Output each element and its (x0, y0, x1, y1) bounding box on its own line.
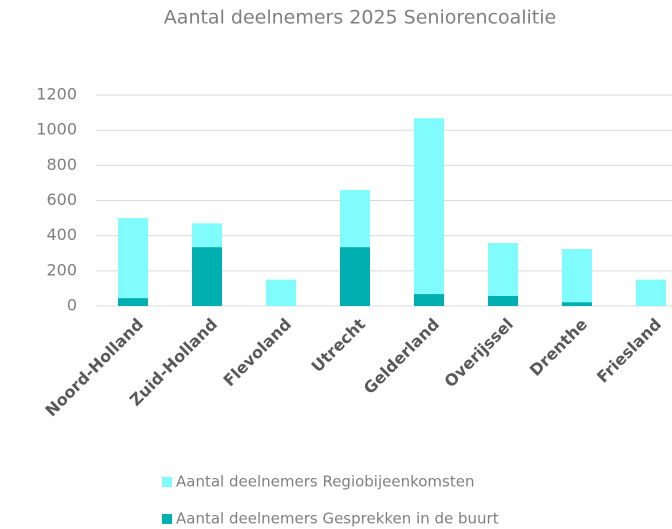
legend-label: Aantal deelnemers Gesprekken in de buurt (176, 510, 499, 528)
bar-segment (562, 249, 592, 303)
bar-segment (414, 118, 444, 295)
legend-swatch (162, 514, 172, 524)
bar-segment (488, 295, 518, 306)
y-tick-label: 600 (46, 190, 77, 209)
bar-segment (340, 247, 370, 306)
y-tick-label: 400 (46, 225, 77, 244)
x-tick-label: Drenthe (526, 314, 591, 379)
bar-segment (192, 223, 222, 248)
chart-title: Aantal deelnemers 2025 Seniorencoalitie (164, 7, 556, 29)
y-tick-label: 200 (46, 260, 77, 279)
x-tick-label: Friesland (593, 315, 665, 387)
bar-segment (192, 247, 222, 306)
x-tick-label: Gelderland (360, 315, 443, 398)
legend-label: Aantal deelnemers Regiobijeenkomsten (176, 473, 474, 491)
y-tick-label: 1000 (36, 120, 77, 139)
bar-segment (118, 298, 148, 306)
x-tick-label: Noord-Holland (41, 315, 147, 421)
y-tick-label: 0 (67, 296, 77, 315)
bar-segment (414, 294, 444, 306)
x-tick-label: Overijssel (441, 315, 517, 391)
bar-segment (562, 302, 592, 306)
y-tick-label: 800 (46, 155, 77, 174)
y-tick-label: 1200 (36, 85, 77, 104)
bar-segment (636, 279, 666, 306)
x-tick-label: Utrecht (308, 314, 370, 376)
legend-swatch (162, 477, 172, 487)
bar-segment (340, 189, 370, 248)
bar-segment (118, 218, 148, 299)
bar-segment (266, 279, 296, 306)
bar-segment (488, 243, 518, 296)
x-tick-label: Flevoland (219, 315, 295, 391)
